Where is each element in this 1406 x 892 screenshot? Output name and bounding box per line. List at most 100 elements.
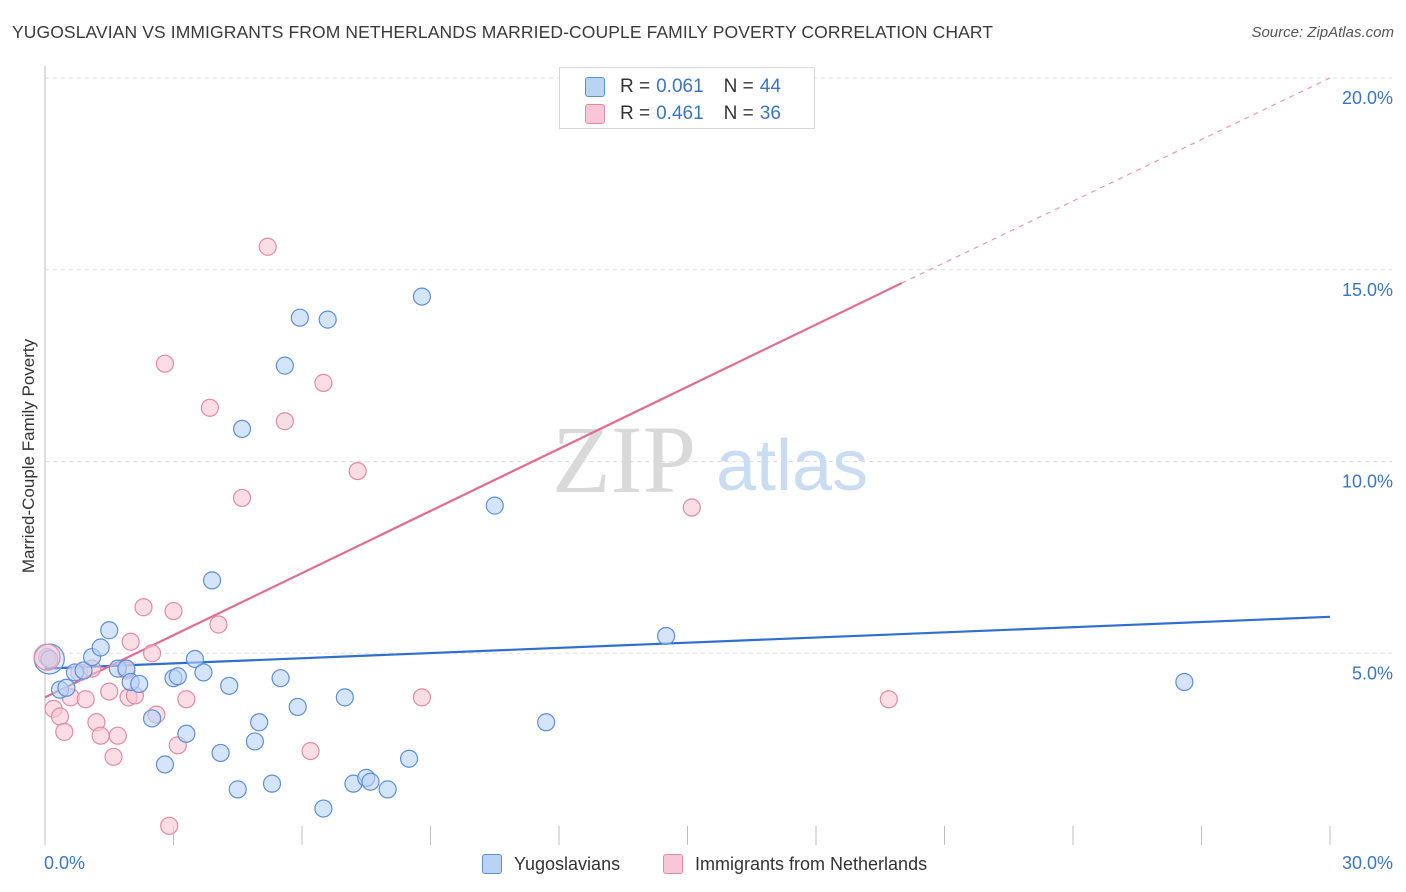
scatter-point-netherlands <box>232 488 252 508</box>
scatter-point-yugoslavian <box>262 774 282 793</box>
scatter-point-yugoslavian <box>537 713 556 732</box>
y-tick-label: 5.0% <box>1352 663 1393 683</box>
scatter-point-netherlands <box>200 398 220 417</box>
legend-item-yugoslavians: Yugoslavians <box>482 852 620 876</box>
scatter-point-yugoslavian <box>1175 672 1194 692</box>
scatter-point-netherlands <box>160 816 179 835</box>
scatter-point-netherlands <box>348 461 367 481</box>
legend-swatch-blue <box>585 77 605 97</box>
legend-r-value: 0.461 <box>656 103 704 124</box>
legend-n-label: N = <box>723 76 754 97</box>
scatter-point-netherlands <box>209 615 228 634</box>
scatter-point-yugoslavian <box>412 287 432 306</box>
scatter-point-yugoslavian <box>100 621 119 640</box>
scatter-point-yugoslavian <box>194 663 213 682</box>
scatter-point-yugoslavian <box>57 678 76 697</box>
source-credit: Source: ZipAtlas.com <box>1251 24 1394 41</box>
scatter-point-netherlands <box>55 722 74 741</box>
scatter-point-netherlands <box>91 726 110 745</box>
trend-line-netherlands-extension <box>901 77 1331 284</box>
legend-label: Yugoslavians <box>514 853 621 874</box>
legend-label: Immigrants from Netherlands <box>695 853 928 874</box>
chart-title: YUGOSLAVIAN VS IMMIGRANTS FROM NETHERLAN… <box>12 22 994 42</box>
scatter-point-yugoslavian <box>202 571 222 590</box>
scatter-point-yugoslavian <box>228 780 247 799</box>
scatter-point-netherlands <box>682 498 701 517</box>
legend-item-netherlands: Immigrants from Netherlands <box>663 852 927 876</box>
scatter-point-yugoslavian <box>130 674 149 694</box>
scatter-point-netherlands <box>301 741 320 761</box>
scatter-point-yugoslavian <box>399 749 419 768</box>
scatter-point-yugoslavian <box>485 496 504 515</box>
scatter-point-yugoslavian <box>40 649 59 669</box>
legend-swatch-pink <box>663 854 683 874</box>
scatter-point-netherlands <box>121 632 140 651</box>
legend-r-value: 0.061 <box>656 76 704 97</box>
legend-row-netherlands: R = 0.461 N = 36 <box>585 102 781 126</box>
grid-layer <box>45 77 1392 654</box>
scatter-point-yugoslavian <box>656 626 676 646</box>
watermark-zip: ZIP <box>552 406 696 513</box>
scatter-point-netherlands <box>100 682 119 701</box>
scatter-point-yugoslavian <box>318 310 337 329</box>
trend-line-yugoslavians <box>44 615 1331 670</box>
scatter-point-yugoslavian <box>177 724 196 743</box>
scatter-point-netherlands <box>33 643 61 671</box>
y-tick-label: 20.0% <box>1342 88 1393 108</box>
scatter-point-yugoslavian <box>155 755 175 774</box>
legend-n-value: 44 <box>759 76 781 97</box>
trend-line-netherlands <box>44 282 903 699</box>
axis-layer <box>44 66 1331 845</box>
scatter-point-netherlands <box>177 690 196 709</box>
scatter-point-netherlands <box>314 373 333 392</box>
scatter-point-yugoslavian <box>142 709 162 728</box>
scatter-point-netherlands <box>108 726 127 745</box>
scatter-point-yugoslavian <box>185 649 205 669</box>
scatter-point-yugoslavian <box>314 799 333 818</box>
scatter-point-yugoslavian <box>288 697 307 717</box>
scatter-point-yugoslavian <box>211 743 230 763</box>
scatter-point-netherlands <box>76 690 95 709</box>
points-layer <box>33 237 1194 835</box>
scatter-point-yugoslavian <box>91 638 110 657</box>
scatter-point-yugoslavian <box>361 772 380 791</box>
scatter-point-netherlands <box>155 354 175 373</box>
scatter-point-yugoslavian <box>74 661 93 680</box>
legend-r-label: R = <box>620 76 651 97</box>
scatter-point-netherlands <box>142 644 162 663</box>
scatter-point-yugoslavian <box>220 676 239 695</box>
trend-layer <box>44 77 1331 699</box>
scatter-point-yugoslavian <box>168 667 187 686</box>
scatter-point-yugoslavian <box>245 732 264 751</box>
scatter-point-netherlands <box>275 412 294 431</box>
scatter-point-netherlands <box>164 601 183 621</box>
scatter-point-netherlands <box>879 690 898 709</box>
scatter-point-yugoslavian <box>275 356 294 375</box>
y-tick-label: 15.0% <box>1342 280 1393 300</box>
legend-row-yugoslavians: R = 0.061 N = 44 <box>585 75 781 99</box>
x-tick-label: 0.0% <box>44 853 85 873</box>
scatter-point-netherlands <box>258 237 277 256</box>
legend-r-label: R = <box>620 103 651 124</box>
watermark: ZIP atlas <box>552 406 868 513</box>
y-axis-label: Married-Couple Family Poverty <box>19 338 38 574</box>
scatter-point-yugoslavian <box>290 308 309 327</box>
legend-swatch-blue <box>482 854 502 874</box>
legend-swatch-pink <box>585 104 605 124</box>
scatter-point-netherlands <box>412 688 432 707</box>
correlation-legend: R = 0.061 N = 44 R = 0.461 N = 36 <box>559 67 815 129</box>
scatter-point-netherlands <box>104 747 123 766</box>
tick-layer: 5.0% 10.0% 15.0% 20.0% 0.0% 30.0% <box>44 88 1393 873</box>
scatter-point-yugoslavian <box>250 713 269 732</box>
scatter-point-yugoslavian <box>271 669 290 688</box>
scatter-point-yugoslavian <box>232 419 252 439</box>
scatter-point-yugoslavian <box>378 780 397 799</box>
y-tick-label: 10.0% <box>1342 472 1393 492</box>
scatter-point-netherlands <box>50 707 70 726</box>
watermark-atlas: atlas <box>716 426 868 506</box>
scatter-point-netherlands <box>134 598 153 617</box>
scatter-point-yugoslavian <box>335 688 354 707</box>
x-tick-label: 30.0% <box>1342 853 1393 873</box>
legend-n-value: 36 <box>759 103 781 124</box>
